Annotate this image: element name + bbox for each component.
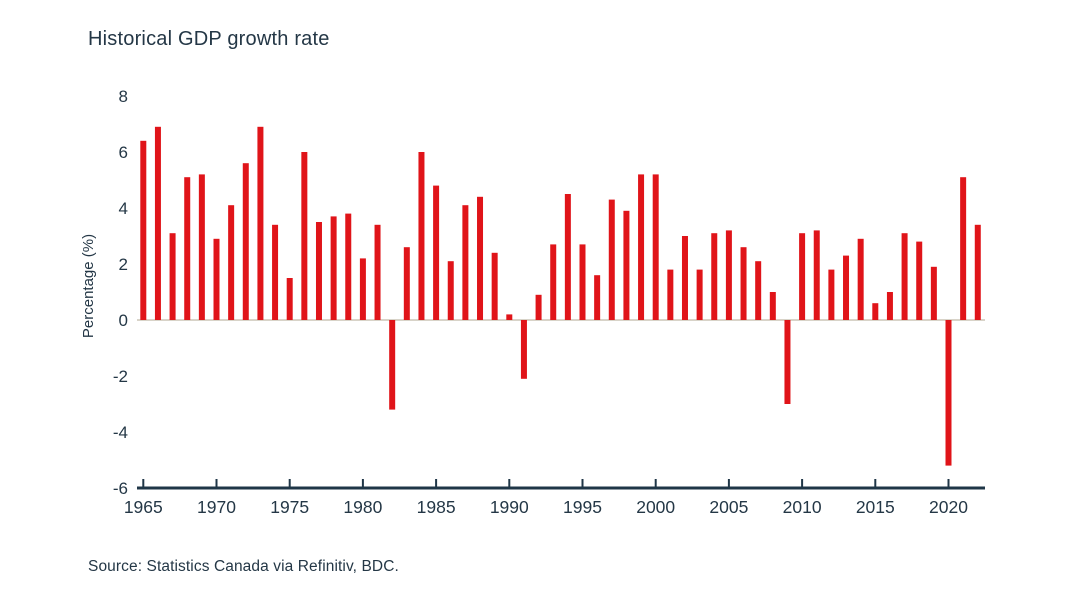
- x-tick-label-1970: 1970: [197, 497, 236, 517]
- bar-2006: [740, 247, 747, 320]
- x-tick-label-1965: 1965: [124, 497, 163, 517]
- bar-2013: [843, 255, 850, 320]
- bar-1981: [374, 224, 381, 320]
- bar-1991: [520, 320, 527, 379]
- bar-1978: [330, 216, 337, 320]
- bar-1974: [272, 224, 279, 320]
- bar-1996: [594, 275, 601, 320]
- bar-2009: [784, 320, 791, 404]
- bar-1967: [169, 233, 176, 320]
- bar-1999: [638, 174, 645, 320]
- bar-1980: [359, 258, 366, 320]
- x-tick-label-2000: 2000: [636, 497, 675, 517]
- bar-1969: [198, 174, 205, 320]
- x-tick-label-1990: 1990: [490, 497, 529, 517]
- bar-2021: [960, 177, 967, 320]
- bar-2017: [901, 233, 908, 320]
- bar-1990: [506, 314, 513, 320]
- bar-1970: [213, 238, 220, 320]
- bar-1989: [491, 252, 498, 320]
- y-tick-label--6: -6: [113, 479, 128, 498]
- bar-2002: [681, 236, 688, 320]
- bar-1987: [462, 205, 469, 320]
- y-tick-label-2: 2: [119, 255, 128, 274]
- bar-1977: [315, 222, 322, 320]
- bar-1984: [418, 152, 425, 320]
- x-tick-label-1980: 1980: [343, 497, 382, 517]
- bar-1988: [477, 196, 484, 320]
- y-tick-label--4: -4: [113, 423, 128, 442]
- bar-2008: [769, 292, 776, 320]
- bar-1998: [623, 210, 630, 320]
- bar-2022: [974, 224, 981, 320]
- bar-1995: [579, 244, 586, 320]
- x-tick-label-2015: 2015: [856, 497, 895, 517]
- bar-1976: [301, 152, 308, 320]
- bar-2007: [755, 261, 762, 320]
- bar-2016: [886, 292, 893, 320]
- y-tick-label-6: 6: [119, 143, 128, 162]
- x-tick-label-1985: 1985: [417, 497, 456, 517]
- bar-1997: [608, 199, 615, 320]
- y-tick-label-0: 0: [119, 311, 128, 330]
- bar-1972: [242, 163, 249, 320]
- bar-1994: [564, 194, 571, 320]
- bar-2014: [857, 238, 864, 320]
- bar-2005: [725, 230, 732, 320]
- y-tick-label-4: 4: [119, 199, 128, 218]
- bar-2019: [930, 266, 937, 320]
- y-tick-label-8: 8: [119, 87, 128, 106]
- source-note: Source: Statistics Canada via Refinitiv,…: [88, 558, 399, 575]
- bar-2020: [945, 320, 952, 466]
- x-tick-label-1995: 1995: [563, 497, 602, 517]
- y-tick-label--2: -2: [113, 367, 128, 386]
- x-tick-label-2010: 2010: [783, 497, 822, 517]
- x-tick-label-2005: 2005: [709, 497, 748, 517]
- bar-1982: [389, 320, 396, 410]
- x-tick-label-1975: 1975: [270, 497, 309, 517]
- bar-1973: [257, 126, 264, 320]
- bar-1986: [447, 261, 454, 320]
- bar-2003: [696, 269, 703, 320]
- chart-title: Historical GDP growth rate: [88, 28, 330, 50]
- bar-1965: [140, 140, 147, 320]
- bar-1966: [154, 126, 161, 320]
- bar-2000: [652, 174, 659, 320]
- bar-1968: [184, 177, 191, 320]
- bar-2012: [828, 269, 835, 320]
- bar-1993: [550, 244, 557, 320]
- bar-1975: [286, 278, 293, 320]
- bar-1971: [228, 205, 235, 320]
- bar-2001: [667, 269, 674, 320]
- bar-1985: [433, 185, 440, 320]
- bar-2011: [813, 230, 820, 320]
- bar-1983: [403, 247, 410, 320]
- bar-2004: [711, 233, 718, 320]
- bar-2010: [799, 233, 806, 320]
- bar-2018: [916, 241, 923, 320]
- bar-1992: [535, 294, 542, 320]
- bar-1979: [345, 213, 352, 320]
- bar-2015: [872, 303, 879, 320]
- x-tick-label-2020: 2020: [929, 497, 968, 517]
